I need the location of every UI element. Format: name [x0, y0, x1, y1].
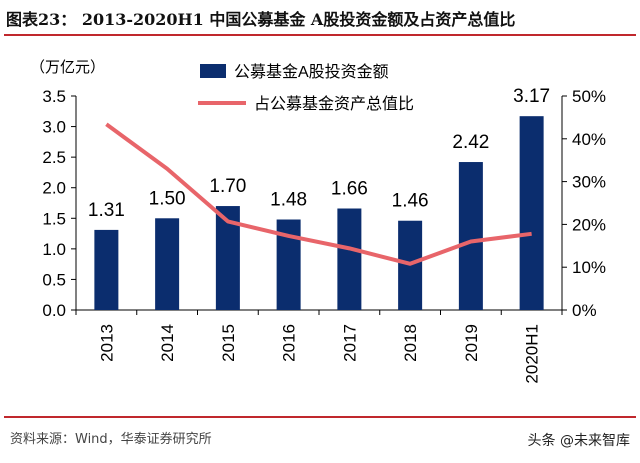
y-tick-label: 1.0: [42, 240, 66, 259]
x-tick-label: 2017: [340, 324, 359, 362]
bar: [155, 218, 180, 310]
bar-data-label: 1.46: [392, 191, 429, 212]
legend-bar-label: 公募基金A股投资金额: [234, 63, 389, 81]
y-tick-label: 2.0: [42, 179, 66, 198]
legend-line-label: 占公募基金资产总值比: [254, 95, 414, 113]
y-tick-label: 2.5: [42, 148, 66, 167]
footer-divider: [4, 416, 636, 418]
x-tick-label: 2016: [280, 324, 299, 362]
x-tick-label: 2013: [97, 324, 116, 362]
y2-tick-label: 10%: [572, 258, 606, 277]
bar-data-label: 1.70: [209, 176, 246, 197]
legend-bar-swatch: [200, 64, 226, 78]
y-tick-label: 0.5: [42, 270, 66, 289]
bar-data-label: 1.48: [270, 190, 307, 211]
bar: [337, 208, 362, 310]
bar: [519, 116, 544, 310]
bar: [94, 229, 119, 310]
x-tick-label: 2019: [462, 324, 481, 362]
y2-tick-label: 30%: [572, 173, 606, 192]
x-tick-label: 2020H1: [523, 324, 542, 384]
y-tick-label: 3.5: [42, 87, 66, 106]
bar-data-label: 2.42: [452, 132, 489, 153]
chart: 0.0 0.5 1.0 1.5 2.0 2.5 3.0 3.5 0% 10% 20% 30% 40% 50…: [30, 59, 606, 384]
y2-tick-label: 40%: [572, 130, 606, 149]
y2-tick-label: 0%: [572, 301, 597, 320]
y-tick-label: 3.0: [42, 118, 66, 137]
bar-data-label: 1.66: [331, 179, 368, 200]
title-divider: [4, 34, 636, 36]
bar-data-label: 1.50: [149, 188, 186, 209]
y-axis-label: （万亿元）: [30, 59, 105, 76]
bar-data-label: 3.17: [513, 86, 550, 107]
bar-data-label: 1.31: [88, 200, 125, 221]
y2-tick-label: 50%: [572, 87, 606, 106]
bar: [458, 162, 483, 310]
x-tick-label: 2015: [219, 324, 238, 362]
x-tick-label: 2014: [158, 324, 177, 362]
y-tick-label: 1.5: [42, 209, 66, 228]
y2-tick-label: 20%: [572, 215, 606, 234]
figure-title: 图表23： 2013-2020H1 中国公募基金 A股投资金额及占资产总值比: [6, 10, 516, 29]
y-tick-label: 0.0: [42, 301, 66, 320]
watermark: 头条 @未来智库: [527, 433, 630, 449]
x-tick-label: 2018: [401, 324, 420, 362]
line-series: [105, 122, 532, 266]
source-note: 资料来源：Wind，华泰证券研究所: [10, 432, 212, 447]
